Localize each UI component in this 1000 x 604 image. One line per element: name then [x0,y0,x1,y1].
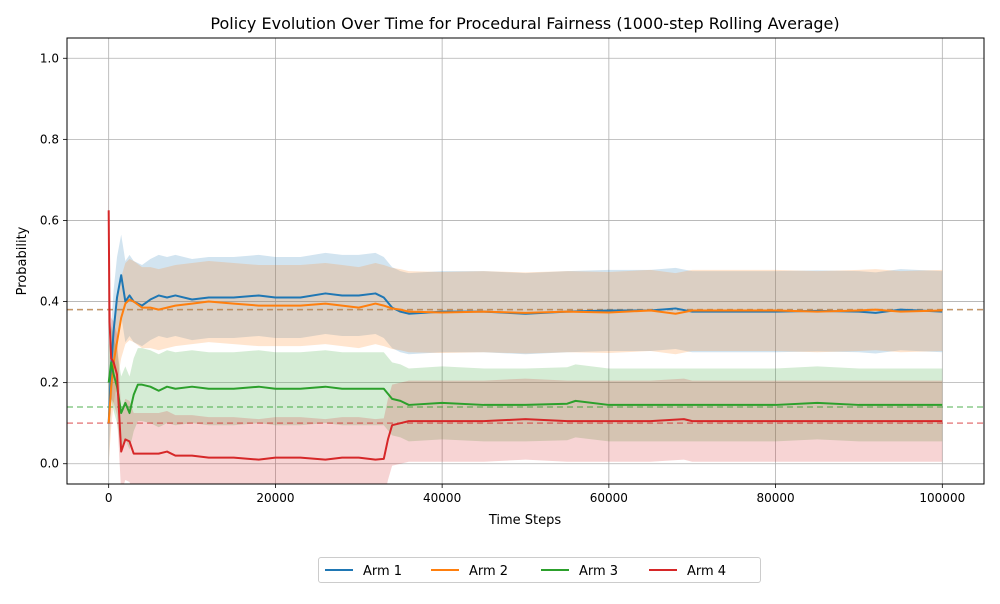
y-axis-label: Probability [15,226,30,295]
x-axis-label: Time Steps [488,513,562,528]
arm-1-band [108,234,943,464]
arm-4-line [107,210,943,461]
series-lines [107,210,943,461]
legend-label: Arm 4 [687,564,726,579]
legend-item-arm-3: Arm 3 [541,564,618,579]
target-lines [67,308,984,424]
y-tick-label: 0.6 [40,213,59,227]
grid-lines [67,38,984,484]
legend-label: Arm 2 [469,564,508,579]
arm-3-line [107,361,943,415]
legend-item-arm-1: Arm 1 [325,564,402,579]
y-tick-label: 1.0 [40,51,59,65]
y-tick-label: 0.8 [40,132,59,146]
y-tick-label: 0.2 [40,376,59,390]
confidence-bands [108,169,943,484]
legend-entries: Arm 1 Arm 2 Arm 3 Arm 4 [325,564,726,579]
arm-3-band [108,325,943,450]
x-tick-label: 60000 [590,491,628,505]
y-tick-label: 0.0 [40,457,59,471]
chart-title: Policy Evolution Over Time for Procedura… [210,14,839,33]
plot-frame [66,37,985,485]
x-tick-label: 80000 [756,491,794,505]
x-tick-label: 100000 [919,491,965,505]
x-tick-label: 20000 [256,491,294,505]
axis-ticks: 0 20000 40000 60000 80000 100000 0.0 0.2 0.4 0.6 0… [40,51,965,505]
legend: Arm 1 Arm 2 Arm 3 Arm 4 [318,557,761,583]
legend-item-arm-4: Arm 4 [649,564,726,579]
y-tick-label: 0.4 [40,295,59,309]
legend-item-arm-2: Arm 2 [431,564,508,579]
legend-label: Arm 1 [363,564,402,579]
x-tick-label: 0 [105,491,113,505]
x-tick-label: 40000 [423,491,461,505]
arm-2-line [107,298,943,424]
legend-label: Arm 3 [579,564,618,579]
